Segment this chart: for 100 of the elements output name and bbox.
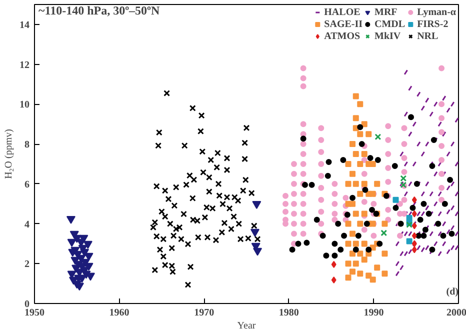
point xyxy=(412,246,417,254)
point xyxy=(367,154,374,161)
legend-label: NRL xyxy=(417,30,438,42)
x-axis-title: Year xyxy=(237,320,256,332)
point xyxy=(366,272,372,279)
y-tick-label: 2 xyxy=(24,259,30,270)
point xyxy=(382,250,388,257)
point xyxy=(355,232,362,239)
point xyxy=(380,230,388,236)
point xyxy=(295,240,302,247)
legend-label: SAGE-II xyxy=(324,18,363,30)
point xyxy=(331,276,336,284)
y-tick-label: 4 xyxy=(24,219,30,230)
point xyxy=(350,141,356,148)
point xyxy=(447,176,454,183)
point xyxy=(420,200,427,207)
point xyxy=(350,230,356,237)
point xyxy=(345,220,352,227)
point xyxy=(410,204,416,211)
point xyxy=(374,156,381,163)
point xyxy=(340,156,346,163)
x-tick-label: 1980 xyxy=(278,308,299,318)
point xyxy=(408,114,414,120)
point xyxy=(374,134,382,140)
point xyxy=(366,131,372,138)
point xyxy=(361,121,368,128)
point xyxy=(352,260,359,267)
point xyxy=(392,162,398,169)
point xyxy=(417,216,424,223)
point xyxy=(352,93,359,100)
point xyxy=(376,240,383,247)
legend-label: CMDL xyxy=(374,18,406,30)
y-tick-label: 12 xyxy=(20,60,30,71)
point xyxy=(323,252,330,259)
point xyxy=(358,141,365,148)
point xyxy=(300,136,306,142)
point xyxy=(345,180,352,187)
point xyxy=(422,226,428,233)
legend-label: MkIV xyxy=(374,30,401,42)
y-tick-label: 8 xyxy=(24,140,30,151)
point xyxy=(448,230,455,237)
x-tick-label: 1950 xyxy=(24,308,44,318)
point xyxy=(361,180,368,187)
point xyxy=(357,160,364,167)
point xyxy=(250,228,260,237)
point xyxy=(412,232,417,240)
point xyxy=(357,250,364,257)
point xyxy=(352,115,359,122)
point xyxy=(83,240,92,249)
point xyxy=(331,260,336,268)
point xyxy=(324,172,331,179)
point xyxy=(345,260,352,267)
point xyxy=(289,246,296,253)
point xyxy=(412,222,417,230)
point xyxy=(252,201,262,209)
point xyxy=(361,256,368,263)
point xyxy=(352,180,359,187)
point xyxy=(392,204,399,211)
point xyxy=(253,248,262,256)
point xyxy=(429,162,436,169)
point xyxy=(70,246,80,255)
y-tick-label: 6 xyxy=(24,179,30,190)
point xyxy=(338,246,344,253)
point xyxy=(350,194,356,201)
point xyxy=(352,151,359,157)
point xyxy=(332,240,338,247)
y-axis-title: H₂O (ppmv) xyxy=(4,129,14,179)
point xyxy=(369,206,376,213)
point xyxy=(435,220,442,227)
legend-label: FIRS-2 xyxy=(417,18,448,30)
point xyxy=(66,216,76,224)
point xyxy=(414,180,420,187)
annotation: ~110-140 hPa, 30º–50ºN xyxy=(38,4,160,18)
point xyxy=(357,124,364,130)
point xyxy=(345,240,352,247)
point xyxy=(357,101,364,108)
point xyxy=(350,200,356,207)
legend-label: Lyman-α xyxy=(417,6,456,18)
point xyxy=(392,196,399,203)
point xyxy=(361,151,368,157)
point xyxy=(304,240,310,246)
point xyxy=(357,270,364,277)
legend-label: MRF xyxy=(374,6,398,18)
y-tick-label: 14 xyxy=(20,20,30,31)
point xyxy=(332,252,338,259)
point xyxy=(326,158,332,165)
point xyxy=(357,190,364,197)
point xyxy=(374,180,380,187)
point xyxy=(412,196,417,204)
point xyxy=(382,270,388,277)
point xyxy=(400,175,407,182)
point xyxy=(345,160,352,167)
x-tick-label: 1960 xyxy=(109,308,130,318)
point xyxy=(429,246,436,253)
point xyxy=(335,220,342,227)
point xyxy=(350,250,356,257)
point xyxy=(357,220,364,227)
point xyxy=(352,210,359,217)
point xyxy=(412,210,417,218)
point xyxy=(350,268,356,275)
